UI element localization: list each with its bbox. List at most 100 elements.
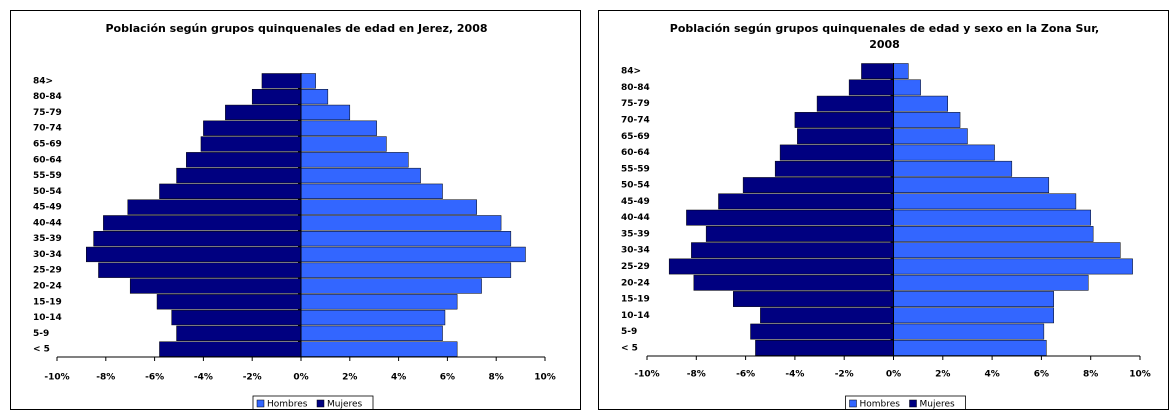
bar bbox=[156, 294, 302, 310]
y-tick-label: 5-9 bbox=[621, 327, 637, 337]
y-tick-label: < 5 bbox=[621, 343, 638, 353]
x-tick-label: 8% bbox=[1083, 370, 1098, 380]
legend-label: Hombres bbox=[860, 400, 901, 410]
bar bbox=[300, 294, 458, 310]
bar bbox=[893, 209, 1091, 226]
x-tick-label: -10% bbox=[634, 370, 659, 380]
bar bbox=[200, 136, 302, 152]
y-tick-label: 25-29 bbox=[621, 262, 650, 272]
x-tick-label: 8% bbox=[489, 373, 504, 383]
y-tick-label: 45-49 bbox=[33, 203, 62, 213]
y-tick-label: 40-44 bbox=[621, 213, 650, 223]
bar bbox=[300, 309, 446, 326]
bar bbox=[300, 183, 443, 199]
bar bbox=[129, 278, 302, 294]
legend-swatch bbox=[316, 399, 325, 408]
y-tick-label: 20-24 bbox=[33, 282, 62, 292]
y-tick-label: 10-14 bbox=[621, 311, 650, 321]
y-tick-label: 60-64 bbox=[621, 148, 650, 158]
chart: < 5 5-9 10-14 15-19 20-24 25-29 30-34 35-39 40-4… bbox=[621, 63, 1151, 410]
bar bbox=[794, 112, 894, 128]
bar bbox=[750, 323, 894, 340]
y-tick-label: 35-39 bbox=[33, 234, 62, 244]
bar bbox=[251, 89, 302, 105]
y-tick-label: 25-29 bbox=[33, 266, 62, 276]
y-tick-label: 60-64 bbox=[33, 155, 62, 165]
x-tick-label: -8% bbox=[687, 370, 706, 380]
y-tick-label: 35-39 bbox=[621, 229, 650, 239]
chart: < 5 5-9 10-14 15-19 20-24 25-29 30-34 35-39 40-4… bbox=[33, 73, 556, 409]
bar bbox=[300, 152, 409, 168]
x-tick-label: -2% bbox=[835, 370, 854, 380]
bar bbox=[686, 209, 894, 226]
y-tick-label: 80-84 bbox=[33, 92, 62, 102]
y-tick-label: 55-59 bbox=[33, 171, 62, 181]
legend: Hombres Mujeres bbox=[845, 395, 966, 410]
y-tick-label: 70-74 bbox=[621, 115, 650, 125]
bar bbox=[742, 177, 894, 193]
chart-title: Población según grupos quinquenales de e… bbox=[669, 22, 1100, 51]
bar bbox=[816, 95, 894, 112]
bar bbox=[668, 258, 894, 275]
bar bbox=[893, 128, 968, 145]
x-tick-label: -2% bbox=[243, 373, 262, 383]
bar bbox=[774, 160, 894, 177]
y-tick-label: 15-19 bbox=[33, 297, 62, 307]
y-tick-label: < 5 bbox=[33, 345, 50, 355]
bar bbox=[300, 104, 351, 121]
bar bbox=[893, 291, 1054, 307]
legend-swatch bbox=[909, 399, 917, 408]
bar bbox=[893, 258, 1133, 275]
bar bbox=[893, 79, 921, 96]
bar bbox=[300, 246, 526, 263]
bar bbox=[300, 89, 329, 105]
x-tick-label: -4% bbox=[194, 373, 213, 383]
bar bbox=[893, 160, 1013, 177]
bar bbox=[159, 183, 302, 199]
y-tick-label: 65-69 bbox=[621, 132, 650, 142]
bar bbox=[176, 325, 302, 341]
bar bbox=[171, 309, 302, 326]
bar bbox=[893, 323, 1045, 340]
bar bbox=[300, 120, 377, 136]
bar bbox=[300, 199, 477, 215]
bar bbox=[300, 136, 387, 152]
y-tick-label: 30-34 bbox=[33, 250, 62, 260]
bar bbox=[893, 226, 1094, 242]
x-tick-label: 10% bbox=[534, 373, 556, 383]
x-tick-label: 10% bbox=[1129, 370, 1151, 380]
chart-panel: Población según grupos quinquenales de e… bbox=[598, 10, 1169, 410]
chart-title: Población según grupos quinquenales de e… bbox=[105, 22, 488, 35]
x-tick-label: 4% bbox=[391, 373, 406, 383]
bar bbox=[893, 339, 1047, 356]
y-tick-label: 50-54 bbox=[621, 181, 650, 191]
bar bbox=[103, 215, 302, 231]
legend-swatch bbox=[849, 399, 857, 408]
x-tick-label: 2% bbox=[935, 370, 950, 380]
x-tick-label: 0% bbox=[886, 370, 901, 380]
bar bbox=[705, 226, 894, 242]
bar bbox=[693, 274, 894, 291]
bar bbox=[300, 167, 421, 184]
y-tick-label: 50-54 bbox=[33, 187, 62, 197]
x-tick-label: 6% bbox=[1034, 370, 1049, 380]
bar bbox=[779, 144, 894, 161]
y-tick-label: 20-24 bbox=[621, 278, 650, 288]
x-tick-label: -4% bbox=[785, 370, 804, 380]
bar bbox=[300, 262, 512, 278]
y-tick-label: 65-69 bbox=[33, 140, 62, 150]
bar bbox=[186, 152, 302, 168]
bar bbox=[127, 199, 302, 215]
y-tick-label: 80-84 bbox=[621, 83, 650, 93]
legend-box bbox=[845, 395, 966, 409]
x-tick-label: 2% bbox=[342, 373, 357, 383]
legend-box bbox=[252, 395, 374, 409]
chart-panel: Población según grupos quinquenales de e… bbox=[10, 10, 581, 410]
bar bbox=[300, 215, 502, 231]
bar bbox=[718, 193, 894, 210]
bar bbox=[893, 307, 1054, 324]
bar bbox=[225, 104, 302, 121]
y-tick-label: 75-79 bbox=[33, 108, 62, 118]
x-tick-label: 6% bbox=[440, 373, 455, 383]
